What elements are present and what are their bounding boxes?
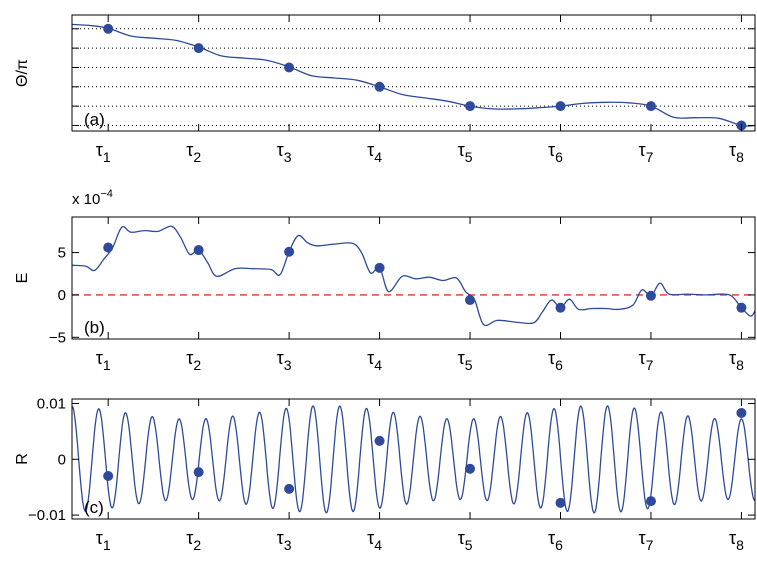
panel-c-ylabel: R [14,453,31,465]
panel-c-marker-5 [465,463,476,474]
panel-a-xtick-label-2: τ2 [186,140,201,165]
panel-b-ytick-labels: −5 0 5 [49,245,66,347]
panel-b-marker-1 [103,242,114,253]
panel-a-ticks [72,15,755,131]
panel-b-xtick-label-7: τ7 [639,348,654,373]
panel-b-marker-6 [555,302,566,313]
panel-c-xtick-label-6: τ6 [548,528,563,553]
panel-a-xtick-label-3: τ3 [277,140,292,165]
panel-c-ticks [72,399,755,519]
panel-c-marker-6 [555,497,566,508]
panel-c-ytick-label-0: −0.01 [28,507,66,524]
panel-c-xtick-label-2: τ2 [186,528,201,553]
panel-c-markers [103,407,747,508]
panel-a-marker-4 [374,81,385,92]
panel-c-xtick-label-1: τ1 [96,528,111,553]
panel-b-ytick-label-2: 5 [58,245,66,262]
panel-a-marker-6 [555,101,566,112]
panel-c-marker-8 [736,407,747,418]
panel-c-xtick-labels: τ1 τ2 τ3 τ4 τ5 τ6 τ7 τ8 [96,528,744,553]
panel-b-xtick-label-8: τ8 [729,348,744,373]
panel-b-scale-label: x 10−4 [72,188,113,208]
panel-b-xtick-label-6: τ6 [548,348,563,373]
panel-a-grid [72,28,755,126]
panel-b-marker-7 [645,290,656,301]
panel-a-ylabel: Θ/π [14,59,31,87]
panel-c-xtick-label-5: τ5 [458,528,473,553]
panel-a-label: (a) [84,110,105,129]
panel-c-ytick-label-2: 0.01 [37,395,66,412]
panel-b-markers [103,242,747,313]
panel-c-ytick-labels: −0.01 0 0.01 [28,395,66,524]
panel-c-xtick-label-7: τ7 [639,528,654,553]
panel-b-xtick-labels: τ1 τ2 τ3 τ4 τ5 τ6 τ7 τ8 [96,348,744,373]
panel-c-label: (c) [84,498,104,517]
panel-c-marker-2 [193,467,204,478]
panel-b-marker-5 [465,295,476,306]
panel-b-marker-2 [193,245,204,256]
panel-a-xtick-label-6: τ6 [548,140,563,165]
panel-b-curve [71,225,756,327]
panel-b-marker-4 [374,262,385,273]
panel-b-xtick-label-3: τ3 [277,348,292,373]
panel-a-marker-7 [645,101,656,112]
panel-c-marker-7 [645,496,656,507]
panel-b-label: (b) [84,318,105,337]
panel-b-ytick-label-0: −5 [49,329,66,346]
panel-a-xtick-labels: τ1 τ2 τ3 τ4 τ5 τ6 τ7 τ8 [96,140,744,165]
panel-a-marker-1 [103,23,114,34]
panel-b-marker-8 [736,302,747,313]
panel-b-marker-3 [284,246,295,257]
panel-a: τ1 τ2 τ3 τ4 τ5 τ6 τ7 τ8 Θ/π (a) [14,14,756,165]
panel-b-xtick-label-4: τ4 [367,348,382,373]
panel-a-xtick-label-1: τ1 [96,140,111,165]
panel-b-ylabel: E [14,273,31,284]
panel-c-xtick-label-8: τ8 [729,528,744,553]
panel-a-frame [71,14,756,132]
panel-a-xtick-label-5: τ5 [458,140,473,165]
panel-a-markers [103,23,747,131]
panel-c-curve [71,405,756,514]
panel-c-xtick-label-4: τ4 [367,528,382,553]
panel-a-marker-2 [193,43,204,54]
panel-b-xtick-label-5: τ5 [458,348,473,373]
panel-a-marker-5 [465,101,476,112]
panel-b-xtick-label-1: τ1 [96,348,111,373]
panel-b-ytick-label-1: 0 [58,287,66,304]
panel-a-marker-3 [284,62,295,73]
panel-a-xtick-label-7: τ7 [639,140,654,165]
panel-a-xtick-label-8: τ8 [729,140,744,165]
panel-b: τ1 τ2 τ3 τ4 τ5 τ6 τ7 τ8 −5 0 5 E (b) x 10−4 [14,188,756,373]
panel-c-marker-1 [103,471,114,482]
panel-c-xtick-label-3: τ3 [277,528,292,553]
panel-a-xtick-label-4: τ4 [367,140,382,165]
panel-b-ticks [72,217,755,339]
panel-c-ytick-label-1: 0 [58,451,66,468]
panel-c-marker-4 [374,435,385,446]
panel-c-marker-3 [284,483,295,494]
panel-b-frame [71,216,756,340]
panel-c: τ1 τ2 τ3 τ4 τ5 τ6 τ7 τ8 −0.01 0 0.01 R (c) [14,395,756,553]
panel-b-xtick-label-2: τ2 [186,348,201,373]
